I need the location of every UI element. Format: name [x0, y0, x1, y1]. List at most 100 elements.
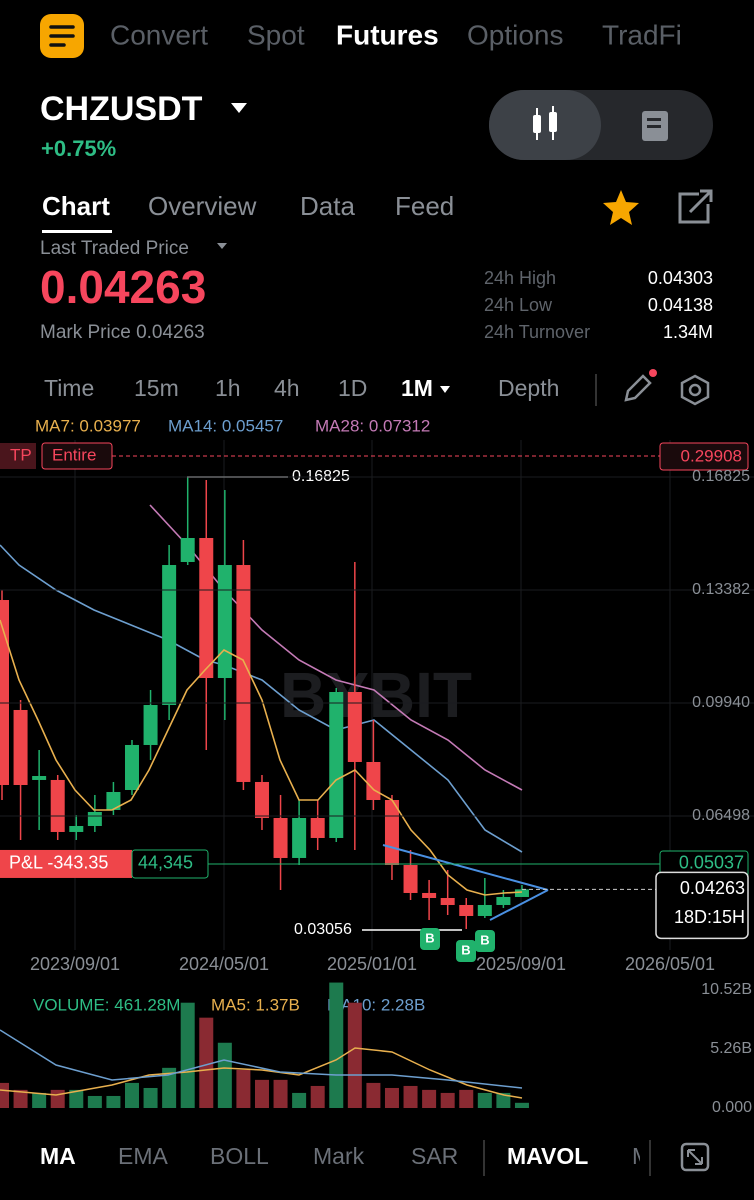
timeframe[interactable]: 1h: [215, 375, 241, 401]
candle-body: [292, 817, 307, 858]
indicator-active[interactable]: MAVOL: [507, 1143, 588, 1169]
tab-underline: [42, 230, 112, 233]
nav-tab[interactable]: Options: [467, 19, 564, 50]
settings-icon[interactable]: [680, 374, 710, 406]
dropdown[interactable]: [217, 243, 227, 249]
nav-tab[interactable]: TradFi: [602, 19, 682, 50]
volume-bar: [329, 982, 344, 1108]
timeframe-active[interactable]: 1M: [401, 375, 433, 401]
tp-mode[interactable]: [41, 442, 113, 470]
timeframe[interactable]: 4h: [274, 375, 300, 401]
volume-bar: [143, 1087, 158, 1108]
entry-price: 0.05037: [679, 853, 744, 873]
candle-body: [477, 904, 492, 916]
timeframes: Time 15m 1h 4h 1D 1M Depth: [44, 375, 559, 401]
stat-label: 24h Low: [484, 295, 553, 315]
volume-bar: [32, 1092, 47, 1108]
candle-body: [50, 779, 65, 832]
indicator[interactable]: EMA: [118, 1143, 169, 1169]
timeframe[interactable]: Time: [44, 375, 94, 401]
candle-body: [422, 892, 437, 898]
qty-box: [131, 849, 209, 879]
candle-body: [13, 709, 28, 786]
volume-bar: [162, 1067, 177, 1108]
volume-bar: [440, 1092, 455, 1108]
candle-body: [310, 817, 325, 838]
buy-marker[interactable]: [420, 928, 440, 950]
volume-bar: [310, 1085, 325, 1108]
candle-body: [217, 565, 232, 679]
buy-marker-label: B: [461, 942, 470, 957]
candle-body: [69, 826, 84, 832]
indicator[interactable]: Mark: [313, 1143, 365, 1169]
sub-tabs: Chart Overview Data Feed: [42, 191, 454, 221]
sub-tab[interactable]: Overview: [148, 191, 257, 221]
expand-icon[interactable]: [680, 1142, 710, 1172]
volume-bar: [292, 1092, 307, 1108]
symbol-dropdown[interactable]: [231, 103, 247, 113]
current-price-box: [655, 871, 749, 940]
nav-tab[interactable]: Convert: [110, 19, 208, 50]
volume-bar: [180, 1002, 195, 1108]
buy-marker[interactable]: [456, 940, 476, 962]
volume-bar: [403, 1085, 418, 1108]
stat-value: 0.04303: [648, 268, 713, 288]
volume-bar: [347, 1002, 362, 1108]
favorite-star[interactable]: [603, 190, 639, 225]
candle-body: [403, 865, 418, 893]
buy-marker[interactable]: [475, 930, 495, 952]
volume-bar: [366, 1082, 381, 1108]
buy-marker-label: B: [425, 930, 434, 945]
sub-tab[interactable]: Feed: [395, 191, 454, 221]
price-change: +0.75%: [41, 136, 116, 161]
ma28-label: MA28: 0.07312: [315, 416, 430, 435]
pnl-box: [0, 849, 132, 878]
candle-body: [366, 761, 381, 801]
indicator[interactable]: BOLL: [210, 1143, 269, 1169]
candle-body: [254, 781, 269, 818]
candle-body: [199, 537, 214, 679]
draw-tool[interactable]: [624, 374, 652, 402]
ma7-line: [0, 619, 523, 896]
volume-bar: [459, 1089, 474, 1108]
indicator-active[interactable]: MA: [40, 1143, 76, 1169]
ma-legend: MA7: 0.03977 MA14: 0.05457 MA28: 0.07312: [35, 416, 430, 435]
triangle-drawing: [382, 844, 549, 921]
candle-body: [440, 897, 455, 905]
nav-tab-active[interactable]: Futures: [336, 19, 439, 50]
fade: [640, 1135, 670, 1180]
timeframe[interactable]: Depth: [498, 375, 559, 401]
tp-mode-label: Entire: [52, 445, 96, 464]
timeframe[interactable]: 15m: [134, 375, 179, 401]
volume-bar: [514, 1102, 529, 1108]
volume-bar: [217, 1042, 232, 1108]
buy-marker-label: B: [480, 932, 489, 947]
volume-bar: [199, 1017, 214, 1108]
current-price: 0.04263: [680, 878, 745, 898]
volume-bar: [124, 1082, 139, 1108]
share-icon[interactable]: [678, 189, 713, 224]
candle-body: [347, 691, 362, 762]
volume-bar: [50, 1089, 65, 1108]
nav-tab[interactable]: Spot: [247, 19, 305, 50]
sub-tab-active[interactable]: Chart: [42, 191, 110, 221]
timeframe[interactable]: 1D: [338, 375, 367, 401]
symbol[interactable]: CHZUSDT: [40, 90, 203, 128]
tp-tag[interactable]: [0, 443, 36, 469]
volume-bar: [87, 1095, 102, 1108]
ma5-label: MA5: 1.37B: [211, 995, 300, 1014]
sub-tab[interactable]: Data: [300, 191, 355, 221]
view-toggle-active[interactable]: [489, 90, 601, 160]
volume-bar: [0, 1082, 9, 1108]
volume-tick-label: 5.26B: [710, 1040, 752, 1057]
candle-body: [106, 791, 121, 810]
candle-body: [496, 896, 511, 905]
volume-bar: [422, 1089, 437, 1108]
indicators: MA EMA BOLL Mark SAR MAVOL M: [40, 1143, 651, 1169]
indicator[interactable]: SAR: [411, 1143, 458, 1169]
stat-label: 24h Turnover: [484, 322, 590, 342]
x-tick-label: 2024/05/01: [179, 954, 269, 974]
last-price-label: Last Traded Price: [40, 238, 189, 259]
dropdown[interactable]: [440, 386, 450, 393]
qty-label: 44,345: [138, 853, 193, 873]
